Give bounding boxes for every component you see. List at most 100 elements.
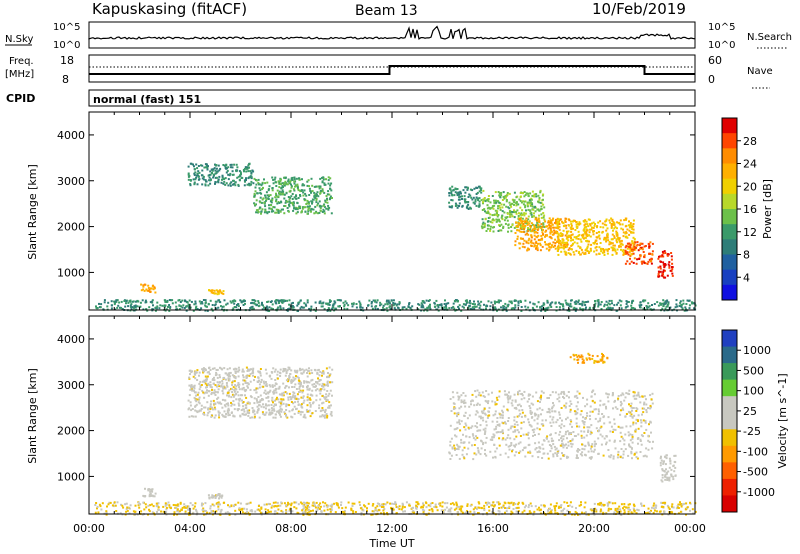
data-cell [221, 174, 224, 177]
data-cell [611, 238, 614, 241]
data-cell [521, 245, 524, 248]
data-cell [266, 194, 269, 197]
data-cell [620, 242, 623, 245]
data-cell [242, 408, 245, 411]
data-cell [486, 227, 489, 230]
data-cell [214, 169, 217, 172]
data-cell [206, 167, 209, 169]
data-cell [268, 375, 271, 378]
data-cell [590, 445, 593, 448]
data-cell [257, 407, 260, 410]
data-cell [154, 492, 157, 495]
data-cell [576, 457, 579, 459]
data-cell [303, 184, 306, 187]
data-cell [458, 457, 461, 460]
data-cell [628, 229, 631, 232]
data-cell [534, 227, 537, 230]
data-cell [242, 300, 245, 303]
data-cell [319, 190, 322, 192]
data-cell [467, 426, 470, 429]
data-cell [454, 205, 457, 207]
data-cell [564, 234, 567, 237]
data-cell [218, 374, 221, 377]
data-cell [569, 220, 572, 223]
data-cell [608, 439, 611, 442]
data-cell [259, 400, 262, 403]
data-cell [491, 205, 494, 208]
data-cell [150, 287, 153, 290]
data-cell [460, 309, 463, 312]
data-cell [533, 193, 536, 196]
data-cell [262, 186, 264, 189]
data-cell [562, 303, 564, 306]
data-cell [544, 241, 546, 244]
data-cell [225, 167, 228, 170]
data-cell [454, 202, 457, 205]
data-cell [297, 400, 299, 403]
data-cell [517, 304, 520, 307]
data-cell [198, 300, 201, 303]
data-cell [619, 426, 622, 429]
freq-tick-bottom: 8 [62, 73, 69, 86]
data-cell [151, 511, 154, 514]
data-cell [587, 218, 590, 221]
data-cell [274, 413, 277, 416]
data-cell [534, 218, 537, 221]
data-cell [661, 307, 664, 310]
data-cell [313, 212, 316, 215]
data-cell [321, 176, 323, 179]
data-cell [536, 451, 539, 454]
data-cell [591, 357, 594, 360]
data-cell [294, 185, 296, 188]
data-cell [129, 306, 132, 309]
data-cell [468, 301, 471, 304]
data-cell [509, 210, 511, 213]
data-cell [244, 407, 247, 409]
data-cell [244, 302, 246, 305]
data-cell [605, 405, 607, 408]
data-cell [616, 221, 619, 224]
data-cell [590, 249, 592, 252]
data-cell [487, 212, 490, 215]
data-cell [609, 421, 612, 424]
data-cell [467, 203, 470, 206]
data-cell [562, 443, 565, 446]
data-cell [303, 302, 306, 305]
data-cell [317, 368, 320, 371]
data-cell [612, 428, 615, 431]
data-cell [647, 434, 650, 437]
data-cell [582, 220, 585, 222]
data-cell [507, 445, 510, 448]
data-cell [490, 301, 493, 304]
data-cell [597, 302, 600, 305]
data-cell [650, 258, 653, 261]
data-cell [321, 371, 324, 374]
data-cell [296, 201, 299, 204]
data-cell [195, 394, 198, 397]
data-cell [326, 193, 329, 196]
data-cell [233, 408, 236, 411]
data-cell [185, 305, 188, 308]
data-cell [261, 411, 264, 414]
data-cell [271, 409, 274, 412]
data-cell [476, 191, 479, 194]
data-cell [495, 201, 498, 204]
data-cell [496, 212, 498, 215]
data-cell [270, 210, 273, 213]
data-cell [549, 394, 552, 397]
data-cell [323, 191, 326, 194]
data-cell [217, 178, 220, 181]
data-cell [489, 201, 492, 204]
data-cell [515, 421, 518, 423]
data-cell [247, 401, 250, 404]
data-cell [453, 307, 456, 310]
data-cell [623, 399, 626, 402]
data-cell [427, 306, 430, 309]
data-cell [206, 371, 209, 374]
data-cell [213, 512, 216, 515]
data-cell [317, 195, 320, 198]
data-cell [493, 226, 495, 229]
data-cell [513, 426, 516, 428]
data-cell [271, 385, 274, 388]
data-cell [215, 373, 218, 376]
